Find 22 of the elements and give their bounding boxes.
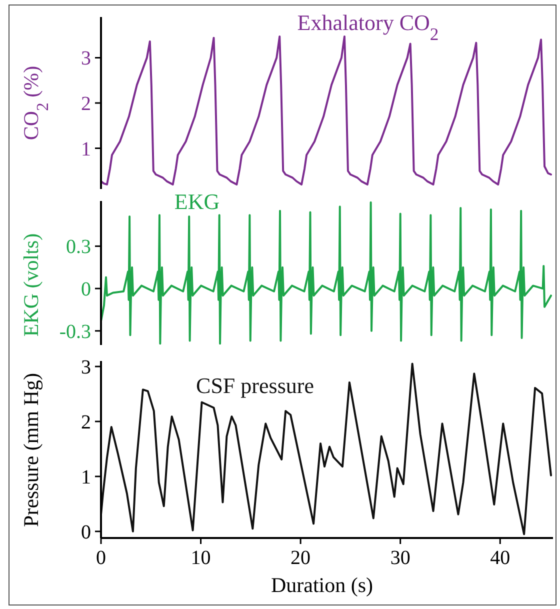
x-tick-label: 0 [96, 547, 106, 569]
y-tick-label: 1 [81, 466, 91, 488]
y-tick-label: 0 [81, 521, 91, 544]
chart-title: EKG [174, 189, 220, 214]
y-axis-title: EKG (volts) [19, 233, 43, 337]
y-tick-label: 0 [81, 278, 91, 301]
x-tick-label: 30 [390, 547, 410, 569]
x-tick-label: 40 [490, 547, 510, 569]
x-tick-label: 10 [190, 547, 211, 569]
x-tick-label: 20 [290, 547, 311, 569]
y-tick-label: 3 [81, 48, 91, 70]
y-tick-label: 2 [81, 93, 91, 115]
y-tick-label: 2 [81, 411, 91, 434]
text: CSF pressure [196, 373, 314, 398]
y-tick-label: 3 [81, 356, 91, 378]
chart-title: Exhalatory CO$_{2}$ [297, 10, 439, 44]
y-tick-label: 1 [81, 138, 91, 160]
x-axis-title: Duration (s) [270, 573, 374, 597]
y-axis-title: Pressure (mm Hg) [19, 373, 43, 527]
y-tick-label: 0.3 [66, 236, 91, 258]
y-tick-label: -0.3 [59, 320, 91, 343]
line-series [100, 362, 552, 536]
